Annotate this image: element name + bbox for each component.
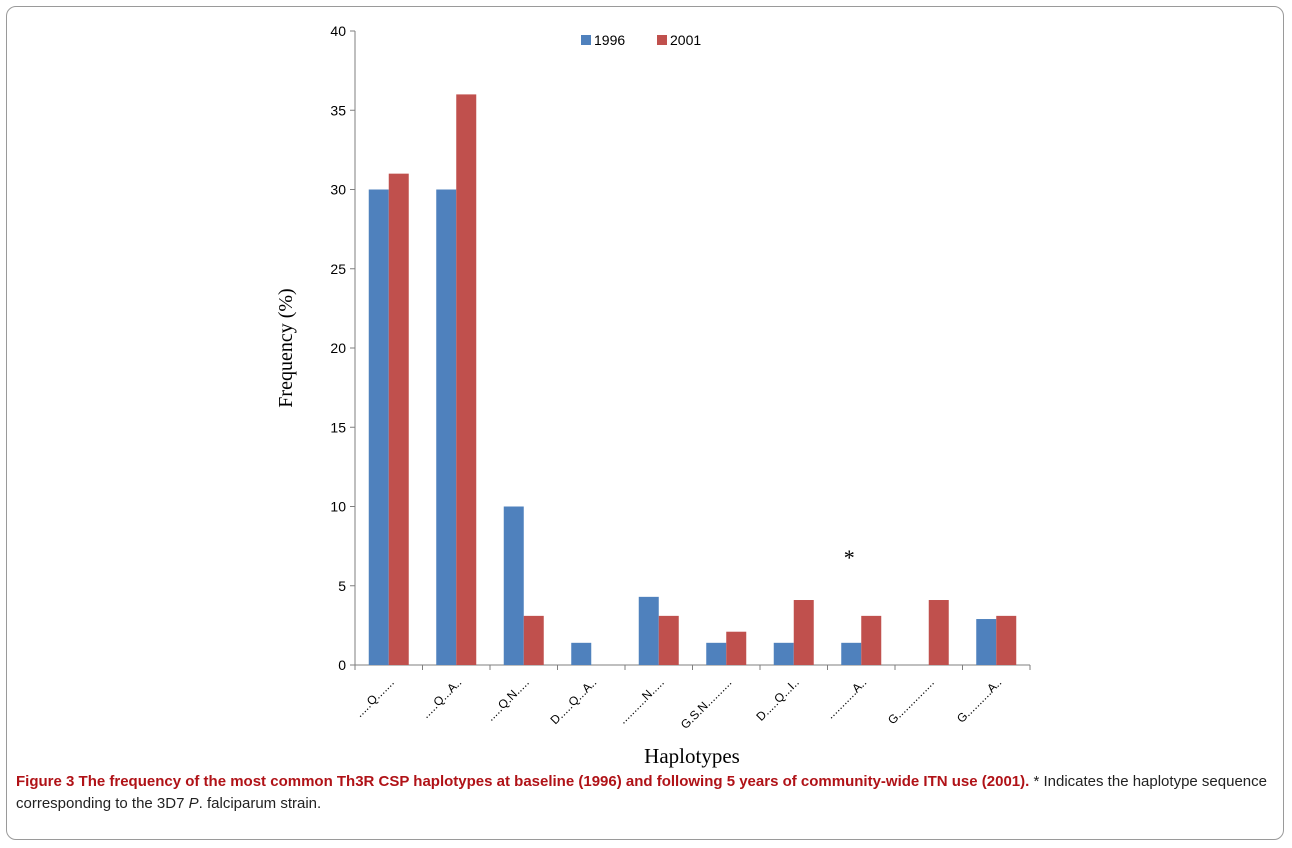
bar-2001-5 <box>726 631 747 665</box>
bar-2001-7 <box>861 615 882 665</box>
legend-label-1996: 1996 <box>594 32 625 48</box>
x-tick-label: G..........A.. <box>954 675 1004 725</box>
bar-2001-2 <box>523 615 544 665</box>
y-tick-label: 25 <box>330 261 346 277</box>
legend-swatch-2001 <box>657 35 667 45</box>
y-tick-label: 15 <box>330 419 346 435</box>
x-tick-label: .....Q...A.. <box>419 675 465 721</box>
x-tick-label: .....Q....... <box>352 675 397 720</box>
y-axis-title: Frequency (%) <box>275 288 297 407</box>
bar-1996-3 <box>571 642 592 665</box>
bar-1996-1 <box>436 189 457 665</box>
y-tick-label: 0 <box>338 657 346 673</box>
bar-1996-0 <box>368 189 389 665</box>
x-tick-label: .....Q.N..... <box>483 675 532 724</box>
x-tick-label: G.S.N.......... <box>678 675 735 732</box>
bar-1996-7 <box>841 642 862 665</box>
bar-2001-0 <box>388 173 409 665</box>
bar-1996-6 <box>773 642 794 665</box>
x-tick-label: D.....Q...I.. <box>753 675 802 724</box>
y-tick-label: 5 <box>338 578 346 594</box>
legend-swatch-1996 <box>581 35 591 45</box>
bar-2001-8 <box>928 600 949 665</box>
x-tick-label: G............... <box>885 675 937 727</box>
y-tick-label: 30 <box>330 182 346 198</box>
bar-1996-4 <box>638 596 659 665</box>
bar-2001-1 <box>456 94 477 665</box>
bar-1996-2 <box>503 506 524 665</box>
caption-species-initial: P <box>188 795 199 812</box>
caption-title: The frequency of the most common Th3R CS… <box>78 773 1030 790</box>
bar-2001-6 <box>793 600 814 665</box>
y-tick-label: 20 <box>330 340 346 356</box>
bar-chart: 0 5 10 15 20 25 30 35 40 .....Q....... .....Q...A.… <box>275 23 1031 768</box>
y-tick-label: 10 <box>330 499 346 515</box>
x-tick-label: ..........N..... <box>615 675 666 726</box>
caption-note-end: . falciparum strain. <box>198 795 322 812</box>
bar-2001-4 <box>658 615 679 665</box>
figure-frame <box>6 6 1284 840</box>
bar-2001-9 <box>996 615 1017 665</box>
figure-caption: Figure 3 The frequency of the most commo… <box>16 771 1278 815</box>
legend-label-2001: 2001 <box>670 32 701 48</box>
x-tick-label: ...........A.. <box>823 675 869 721</box>
y-tick-label: 35 <box>330 102 346 118</box>
y-tick-label: 40 <box>330 23 346 39</box>
bar-1996-5 <box>706 642 727 665</box>
x-tick-label: D.....Q...A.. <box>548 675 600 727</box>
x-axis-title: Haplotypes <box>644 744 740 768</box>
annotation-asterisk: * <box>844 545 855 570</box>
caption-note: * Indicates the haplotype sequence corre… <box>16 773 1267 812</box>
caption-label: Figure 3 <box>16 773 75 790</box>
bar-1996-9 <box>976 619 997 665</box>
